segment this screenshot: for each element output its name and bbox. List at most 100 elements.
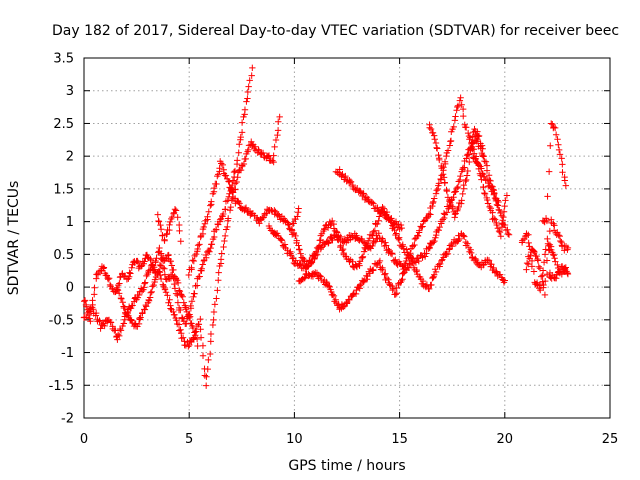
data-point	[453, 184, 461, 192]
data-point	[138, 287, 146, 295]
data-point	[425, 244, 433, 251]
data-point	[192, 250, 200, 258]
data-point	[155, 268, 163, 275]
data-point	[392, 256, 399, 263]
data-point	[107, 319, 115, 326]
data-point	[496, 228, 504, 236]
data-point	[540, 259, 548, 266]
data-point	[460, 232, 467, 239]
data-point	[206, 248, 213, 255]
y-tick-label: -2	[61, 412, 74, 427]
data-point	[170, 266, 177, 274]
data-point	[475, 132, 483, 140]
data-point	[189, 257, 196, 264]
data-point	[435, 227, 442, 234]
data-point	[393, 230, 400, 237]
data-point	[171, 280, 178, 288]
data-point	[207, 338, 214, 345]
data-point	[486, 203, 493, 211]
data-point	[225, 178, 232, 185]
y-tick-label: 0.5	[53, 248, 74, 263]
data-point	[191, 290, 198, 297]
data-point	[409, 259, 417, 267]
data-point	[176, 227, 183, 235]
data-point	[534, 255, 541, 263]
data-point	[142, 303, 150, 310]
data-point	[219, 161, 227, 169]
data-point	[197, 334, 205, 341]
data-point	[551, 124, 559, 132]
data-point	[453, 107, 460, 114]
data-point	[388, 250, 396, 258]
data-point	[467, 246, 474, 253]
data-point	[464, 240, 471, 247]
x-tick-label: 15	[391, 432, 408, 447]
data-point	[156, 261, 164, 269]
data-point	[321, 226, 328, 233]
data-point	[435, 151, 442, 159]
x-tick-labels: 0 5 10 15 20 25	[80, 432, 618, 447]
data-point	[480, 183, 487, 191]
y-tick-label: 0	[66, 281, 74, 296]
data-point	[379, 266, 386, 274]
data-point	[328, 235, 335, 242]
data-point	[270, 158, 277, 166]
data-point	[545, 168, 553, 175]
data-point	[397, 221, 405, 229]
data-point	[244, 95, 251, 102]
data-point	[419, 277, 427, 285]
data-point	[154, 211, 161, 218]
data-point	[235, 149, 242, 156]
data-point	[447, 137, 455, 145]
data-point	[356, 285, 363, 292]
data-point	[528, 263, 536, 270]
data-point	[231, 167, 239, 175]
data-point	[185, 271, 192, 279]
data-point	[292, 232, 299, 240]
data-point	[161, 237, 168, 244]
data-point	[213, 226, 220, 233]
data-point	[488, 261, 495, 268]
data-point	[194, 242, 202, 249]
data-point	[161, 286, 169, 293]
data-point	[233, 178, 240, 186]
data-point	[481, 189, 488, 197]
data-point	[216, 165, 223, 172]
data-point	[369, 266, 377, 273]
data-point	[494, 225, 502, 232]
data-point	[82, 314, 90, 321]
data-point	[554, 136, 561, 143]
data-point	[137, 263, 145, 270]
data-point	[274, 131, 281, 139]
data-point	[400, 270, 407, 277]
data-point	[356, 258, 364, 265]
data-point	[157, 225, 165, 233]
data-point	[393, 284, 400, 292]
data-point	[457, 200, 465, 207]
data-point	[256, 220, 263, 227]
data-point	[462, 124, 470, 131]
data-point	[490, 189, 498, 197]
data-point	[540, 284, 547, 291]
data-point	[489, 209, 496, 216]
data-point	[147, 256, 154, 264]
data-point	[444, 250, 452, 258]
data-point	[520, 235, 528, 243]
data-point	[199, 261, 206, 268]
data-point	[500, 213, 507, 221]
data-point	[141, 280, 148, 287]
data-point	[446, 142, 453, 149]
data-point	[381, 271, 388, 278]
data-point	[531, 248, 538, 256]
data-point	[295, 205, 302, 212]
data-point	[112, 327, 119, 334]
data-point	[167, 305, 174, 312]
y-tick-label: 1	[66, 215, 74, 230]
data-point	[490, 264, 497, 272]
data-point	[126, 269, 133, 276]
data-point	[179, 293, 186, 300]
data-point	[209, 321, 217, 329]
data-point	[190, 257, 198, 265]
data-point	[135, 259, 142, 266]
